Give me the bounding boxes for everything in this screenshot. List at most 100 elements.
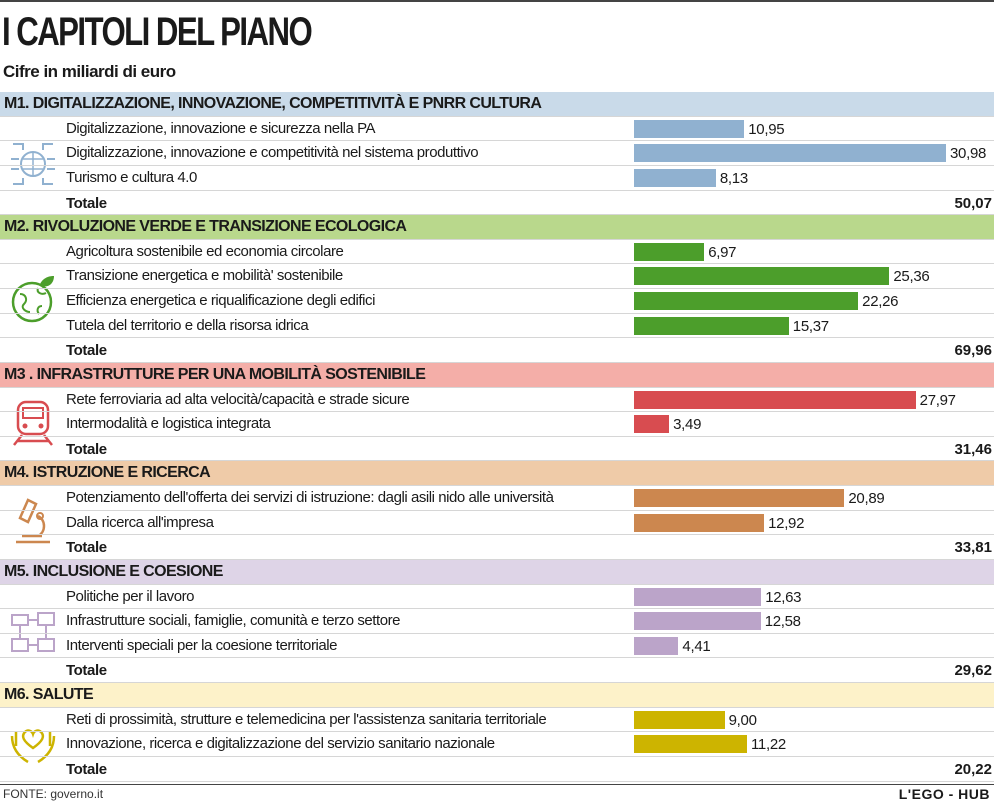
item-label: Potenziamento dell'offerta dei servizi d…	[66, 489, 554, 506]
table-row: Politiche per il lavoro 12,63	[0, 585, 994, 610]
section-body: Politiche per il lavoro 12,63 Infrastrut…	[0, 585, 994, 683]
item-label: Politiche per il lavoro	[66, 587, 195, 605]
table-row: Transizione energetica e mobilità' soste…	[0, 264, 994, 289]
total-label: Totale	[66, 194, 107, 212]
bar	[634, 168, 716, 187]
footer: FONTE: governo.it L'EGO - HUB	[0, 784, 994, 802]
table-row: Dalla ricerca all'impresa 12,92	[0, 511, 994, 536]
item-label: Innovazione, ricerca e digitalizzazione …	[66, 735, 495, 753]
bar-value-label: 12,63	[765, 588, 802, 606]
table-row: Infrastrutture sociali, famiglie, comuni…	[0, 609, 994, 634]
bar	[634, 316, 789, 335]
total-label: Totale	[66, 342, 107, 360]
table-row: Intermodalità e logistica integrata 3,49	[0, 412, 994, 437]
digital-globe-icon	[11, 142, 55, 185]
total-row: Totale 50,07	[0, 191, 994, 216]
bar-value-label: 6,97	[708, 243, 737, 261]
bar	[634, 513, 765, 532]
total-row: Totale 20,22	[0, 757, 994, 782]
train-icon	[13, 401, 53, 447]
total-label: Totale	[66, 440, 107, 458]
bar-value-label: 25,36	[893, 268, 930, 286]
bar-value-label: 22,26	[862, 293, 899, 310]
table-row: Potenziamento dell'offerta dei servizi d…	[0, 486, 994, 511]
bar	[634, 587, 762, 606]
top-rule	[0, 0, 994, 2]
table-row: Turismo e cultura 4.0 8,13	[0, 166, 994, 191]
item-label: Rete ferroviaria ad alta velocità/capaci…	[66, 390, 410, 408]
source-note: FONTE: governo.it	[3, 787, 104, 801]
total-value: 33,81	[954, 539, 992, 557]
chart-subtitle: Cifre in miliardi di euro	[3, 62, 176, 81]
table-row: Innovazione, ricerca e digitalizzazione …	[0, 732, 994, 757]
total-row: Totale 69,96	[0, 338, 994, 363]
bar	[634, 735, 747, 754]
section-body: Agricoltura sostenibile ed economia circ…	[0, 240, 994, 363]
item-label: Reti di prossimità, strutture e telemedi…	[66, 710, 547, 728]
bar	[634, 242, 705, 261]
section-header: M4. ISTRUZIONE E RICERCA	[0, 461, 994, 486]
item-label: Turismo e cultura 4.0	[66, 168, 197, 186]
bar-value-label: 8,13	[719, 169, 748, 187]
total-value: 50,07	[954, 194, 992, 212]
joined-hands-icon	[11, 611, 55, 652]
bar-value-label: 20,89	[848, 490, 885, 507]
table-row: Digitalizzazione, innovazione e competit…	[0, 141, 994, 166]
table-row: Digitalizzazione, innovazione e sicurezz…	[0, 117, 994, 142]
section-body: Rete ferroviaria ad alta velocità/capaci…	[0, 388, 994, 462]
item-label: Infrastrutture sociali, famiglie, comuni…	[66, 612, 401, 630]
bar-value-label: 15,37	[792, 317, 829, 335]
bar-value-label: 11,22	[750, 736, 786, 754]
item-label: Intermodalità e logistica integrata	[66, 415, 271, 433]
item-label: Dalla ricerca all'impresa	[66, 513, 214, 531]
table-row: Efficienza energetica e riqualificazione…	[0, 289, 994, 314]
item-label: Efficienza energetica e riqualificazione…	[66, 292, 375, 309]
section-header: M3 . INFRASTRUTTURE PER UNA MOBILITÀ SOS…	[0, 362, 994, 388]
total-row: Totale 33,81	[0, 535, 994, 560]
total-value: 29,62	[954, 662, 992, 680]
section-header: M6. SALUTE	[0, 683, 994, 708]
bar-value-label: 9,00	[728, 711, 757, 729]
bar-value-label: 3,49	[673, 416, 702, 434]
section-header: M5. INCLUSIONE E COESIONE	[0, 559, 994, 585]
bar	[634, 267, 890, 286]
section-body: Digitalizzazione, innovazione e sicurezz…	[0, 117, 994, 216]
total-label: Totale	[66, 662, 107, 680]
item-label: Agricoltura sostenibile ed economia circ…	[66, 242, 344, 260]
total-row: Totale 29,62	[0, 658, 994, 683]
total-label: Totale	[66, 760, 107, 778]
bar	[634, 119, 745, 138]
bar-value-label: 10,95	[748, 120, 785, 138]
hands-heart-icon	[10, 728, 56, 763]
bar	[634, 144, 946, 163]
table-row: Interventi speciali per la coesione terr…	[0, 634, 994, 659]
section-header: M2. RIVOLUZIONE VERDE E TRANSIZIONE ECOL…	[0, 215, 994, 240]
item-label: Digitalizzazione, innovazione e competit…	[66, 144, 479, 162]
bar-value-label: 27,97	[919, 391, 956, 409]
item-label: Transizione energetica e mobilità' soste…	[66, 267, 343, 285]
bar	[634, 390, 916, 409]
total-value: 69,96	[954, 342, 992, 360]
bar-value-label: 30,98	[950, 145, 987, 163]
chart-table: M1. DIGITALIZZAZIONE, INNOVAZIONE, COMPE…	[0, 92, 994, 782]
bar	[634, 415, 670, 434]
total-row: Totale 31,46	[0, 437, 994, 462]
chart-title: I CAPITOLI DEL PIANO	[2, 10, 313, 54]
section-body: Reti di prossimità, strutture e telemedi…	[0, 708, 994, 782]
table-row: Tutela del territorio e della risorsa id…	[0, 314, 994, 339]
table-row: Agricoltura sostenibile ed economia circ…	[0, 240, 994, 265]
item-label: Interventi speciali per la coesione terr…	[66, 636, 338, 654]
microscope-icon	[16, 498, 50, 544]
bar	[634, 489, 845, 507]
bar	[634, 710, 725, 729]
total-label: Totale	[66, 539, 107, 557]
section-header: M1. DIGITALIZZAZIONE, INNOVAZIONE, COMPE…	[0, 92, 994, 117]
total-value: 20,22	[954, 760, 992, 778]
brand-logo: L'EGO - HUB	[898, 786, 990, 802]
section-body: Potenziamento dell'offerta dei servizi d…	[0, 486, 994, 560]
bar	[634, 636, 679, 655]
bar-value-label: 4,41	[682, 637, 711, 655]
item-label: Digitalizzazione, innovazione e sicurezz…	[66, 119, 376, 137]
table-row: Reti di prossimità, strutture e telemedi…	[0, 708, 994, 733]
table-row: Rete ferroviaria ad alta velocità/capaci…	[0, 388, 994, 413]
